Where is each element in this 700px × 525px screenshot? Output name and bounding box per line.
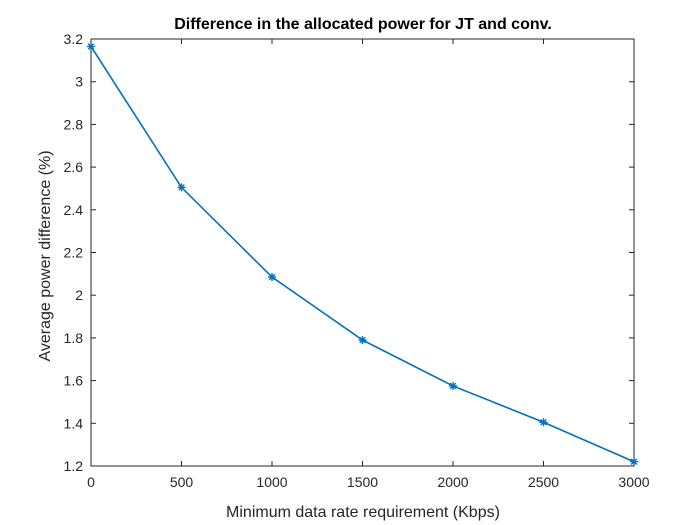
x-tick-label: 1500 <box>347 474 378 490</box>
y-axis: 1.2 1.4 1.6 1.8 2 2.2 2.4 2.6 2.8 3 3.2 <box>64 31 634 474</box>
y-tick-label: 2.8 <box>64 116 84 132</box>
x-tick-label: 500 <box>170 474 194 490</box>
marker-stroke <box>178 184 185 191</box>
data-point <box>177 183 186 192</box>
series-line <box>90 46 635 463</box>
series-layer <box>87 42 638 466</box>
data-point <box>268 273 276 282</box>
plot-area <box>90 38 635 467</box>
marker-stroke <box>540 418 547 426</box>
y-tick-label: 3 <box>75 74 83 90</box>
data-point <box>539 418 548 427</box>
x-tick-label: 3000 <box>618 474 649 490</box>
marker-stroke <box>87 43 95 50</box>
y-tick-label: 2.2 <box>64 245 84 261</box>
data-point <box>87 42 95 51</box>
x-axis: 0 500 1000 1500 2000 2500 3000 <box>87 39 650 490</box>
marker-stroke <box>268 273 276 281</box>
plot-box <box>90 38 635 467</box>
y-tick-label: 3.2 <box>64 31 84 47</box>
data-point <box>358 336 367 345</box>
x-axis-label: Minimum data rate requirement (Kbps) <box>226 504 500 521</box>
y-tick-label: 1.2 <box>64 458 84 474</box>
data-point <box>630 457 638 466</box>
y-tick-label: 1.4 <box>64 415 84 431</box>
x-tick-label: 2500 <box>528 474 559 490</box>
x-tick-label: 0 <box>87 474 95 490</box>
data-point <box>449 381 457 390</box>
y-axis-label: Average power difference (%) <box>37 150 54 361</box>
x-tick-label: 1000 <box>256 474 287 490</box>
marker-stroke <box>449 382 457 390</box>
y-tick-label: 2 <box>75 287 83 303</box>
marker-stroke <box>359 336 366 344</box>
y-tick-label: 2.4 <box>64 202 84 218</box>
y-tick-label: 1.8 <box>64 330 84 346</box>
marker-stroke <box>630 458 638 466</box>
y-tick-label: 1.6 <box>64 373 84 389</box>
x-tick-label: 2000 <box>437 474 468 490</box>
chart-title: Difference in the allocated power for JT… <box>174 16 552 33</box>
y-tick-label: 2.6 <box>64 159 84 175</box>
